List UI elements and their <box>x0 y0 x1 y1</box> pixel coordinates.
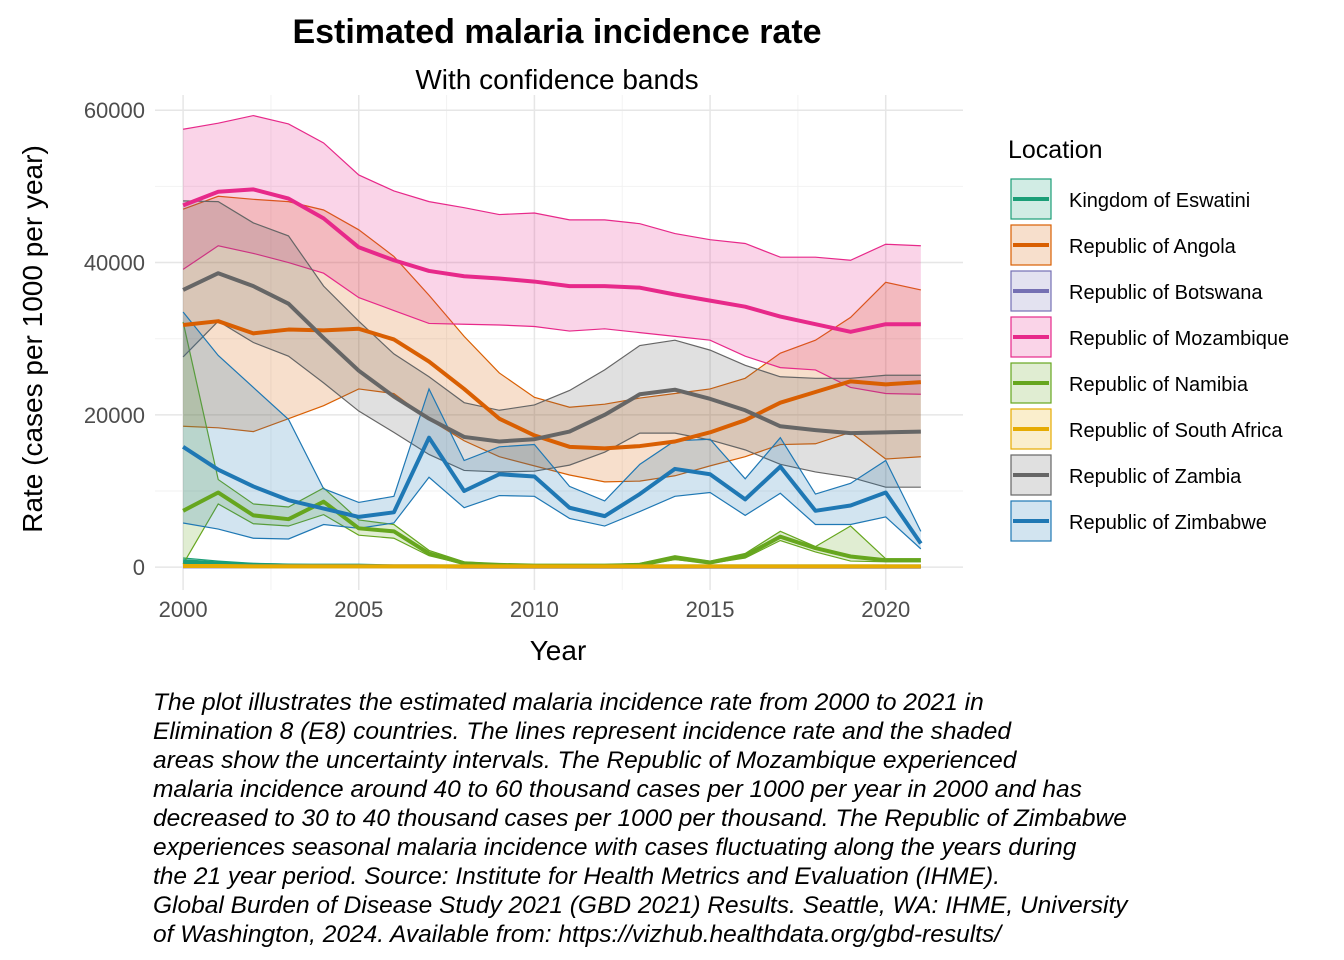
legend-label: Republic of South Africa <box>1069 420 1283 442</box>
band-upper-republic-of-mozambique <box>183 114 921 261</box>
legend-item-republic-of-south-africa: Republic of South Africa <box>1010 408 1283 452</box>
y-tick-label: 40000 <box>84 251 145 276</box>
legend-label: Republic of Mozambique <box>1069 328 1289 350</box>
axis-ticks: 2000 2005 2010 2015 2020 0 20000 40000 60000 <box>84 98 910 622</box>
y-axis-title: Rate (cases per 1000 per year) <box>17 145 48 533</box>
line-republic-of-zimbabwe <box>182 435 923 545</box>
legend-item-republic-of-zimbabwe: Republic of Zimbabwe <box>1010 500 1267 544</box>
series-lines <box>182 187 923 569</box>
band-republic-of-zimbabwe <box>183 312 921 549</box>
band-lower-republic-of-zimbabwe <box>183 476 922 550</box>
chart-subtitle: With confidence bands <box>415 64 698 95</box>
legend-item-republic-of-angola: Republic of Angola <box>1010 224 1237 268</box>
x-tick-label: 2010 <box>510 597 559 622</box>
legend-item-republic-of-botswana: Republic of Botswana <box>1010 270 1263 314</box>
x-tick-label: 2000 <box>159 597 208 622</box>
band-lower-republic-of-mozambique <box>182 245 921 395</box>
legend-item-republic-of-namibia: Republic of Namibia <box>1010 362 1249 406</box>
y-tick-label: 0 <box>133 555 145 580</box>
legend-label: Republic of Zimbabwe <box>1069 512 1267 534</box>
chart-title: Estimated malaria incidence rate <box>292 13 821 51</box>
legend: Location Kingdom of Eswatini Republic of … <box>1008 136 1289 544</box>
legend-label: Republic of Botswana <box>1069 282 1263 304</box>
y-tick-label: 20000 <box>84 403 145 428</box>
band-upper-republic-of-zimbabwe <box>182 311 922 532</box>
band-republic-of-zambia <box>183 200 921 488</box>
band-republic-of-angola <box>183 196 921 482</box>
legend-title: Location <box>1008 136 1103 164</box>
legend-item-republic-of-mozambique: Republic of Mozambique <box>1010 316 1289 360</box>
band-lower-republic-of-zambia <box>182 320 921 488</box>
band-republic-of-namibia <box>183 321 921 567</box>
legend-label: Republic of Angola <box>1069 236 1237 258</box>
band-lower-republic-of-angola <box>183 388 921 483</box>
x-tick-label: 2020 <box>861 597 910 622</box>
legend-label: Republic of Zambia <box>1069 466 1242 488</box>
band-republic-of-mozambique <box>183 115 921 395</box>
legend-label: Republic of Namibia <box>1069 374 1249 396</box>
legend-item-kingdom-of-eswatini: Kingdom of Eswatini <box>1010 178 1250 222</box>
y-tick-label: 60000 <box>84 98 145 123</box>
line-republic-of-angola <box>182 319 921 451</box>
band-upper-republic-of-zambia <box>183 200 921 411</box>
x-tick-label: 2015 <box>686 597 735 622</box>
band-upper-republic-of-angola <box>182 195 921 408</box>
legend-label: Kingdom of Eswatini <box>1069 190 1250 212</box>
line-republic-of-zambia <box>182 271 921 444</box>
line-republic-of-mozambique <box>182 187 921 334</box>
x-axis-title: Year <box>530 635 587 666</box>
x-tick-label: 2005 <box>334 597 383 622</box>
figure-caption: The plot illustrates the estimated malar… <box>153 689 1128 948</box>
legend-item-republic-of-zambia: Republic of Zambia <box>1010 454 1242 498</box>
